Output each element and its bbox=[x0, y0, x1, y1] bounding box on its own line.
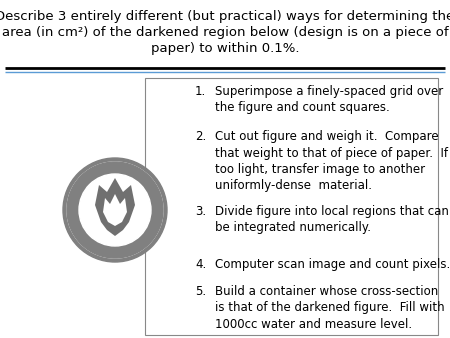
Polygon shape bbox=[95, 178, 135, 236]
Bar bbox=[145, 78, 438, 335]
Circle shape bbox=[67, 162, 163, 258]
Text: Divide figure into local regions that can
be integrated numerically.: Divide figure into local regions that ca… bbox=[215, 205, 449, 235]
Polygon shape bbox=[103, 194, 127, 226]
Text: paper) to within 0.1%.: paper) to within 0.1%. bbox=[151, 42, 299, 55]
Text: 3.: 3. bbox=[195, 205, 206, 218]
Circle shape bbox=[63, 158, 167, 262]
Text: area (in cm²) of the darkened region below (design is on a piece of: area (in cm²) of the darkened region bel… bbox=[2, 26, 448, 39]
Text: 2.: 2. bbox=[195, 130, 206, 143]
Circle shape bbox=[67, 162, 163, 258]
Text: Cut out figure and weigh it.  Compare
that weight to that of piece of paper.  If: Cut out figure and weigh it. Compare tha… bbox=[215, 130, 448, 193]
Text: 4.: 4. bbox=[195, 258, 206, 271]
Text: Computer scan image and count pixels.: Computer scan image and count pixels. bbox=[215, 258, 450, 271]
Text: 5.: 5. bbox=[195, 285, 206, 298]
Circle shape bbox=[79, 174, 151, 246]
Text: Describe 3 entirely different (but practical) ways for determining the: Describe 3 entirely different (but pract… bbox=[0, 10, 450, 23]
Text: 1.: 1. bbox=[195, 85, 206, 98]
Text: Superimpose a finely-spaced grid over
the figure and count squares.: Superimpose a finely-spaced grid over th… bbox=[215, 85, 443, 115]
Text: Build a container whose cross-section
is that of the darkened figure.  Fill with: Build a container whose cross-section is… bbox=[215, 285, 445, 331]
